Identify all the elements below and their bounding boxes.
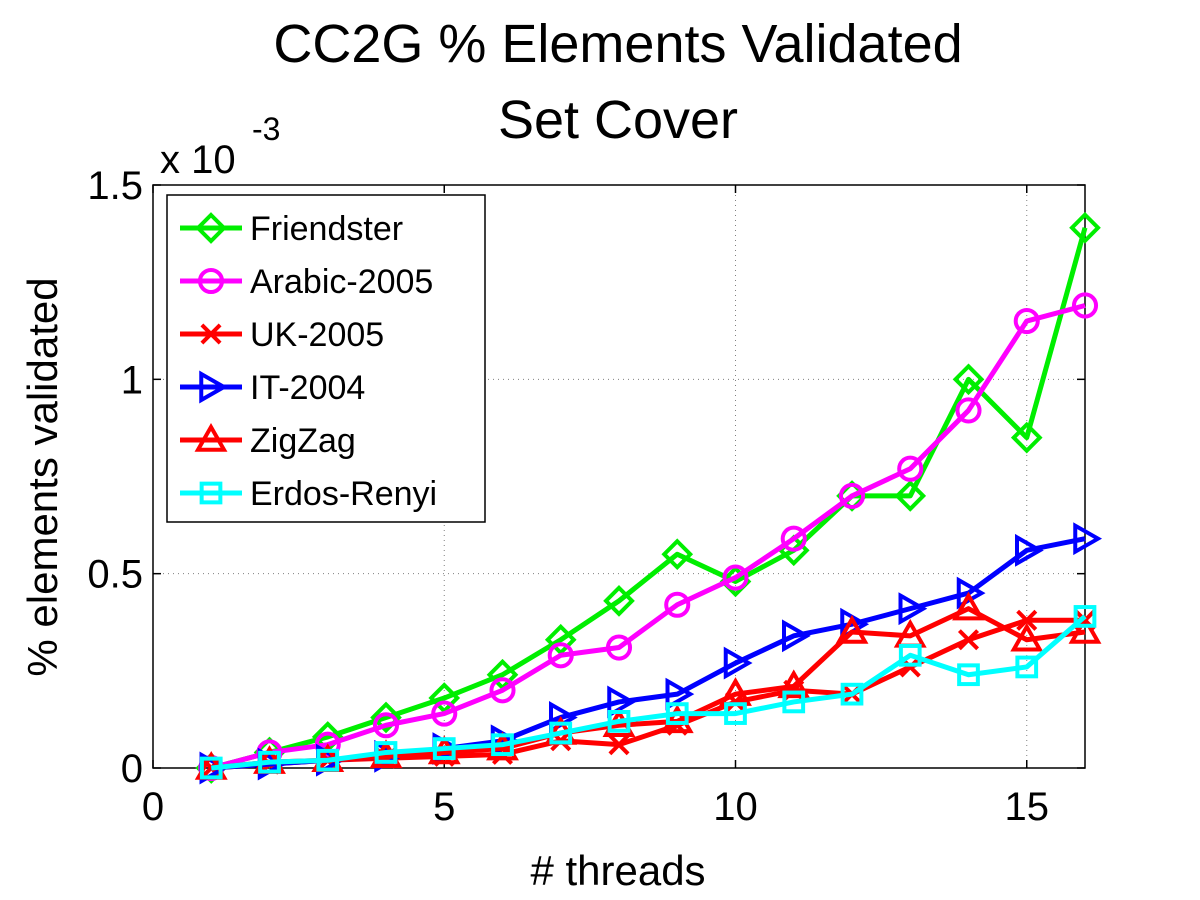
circle-marker <box>489 677 516 704</box>
legend-label: Friendster <box>250 210 403 248</box>
square-marker <box>840 682 864 706</box>
square-marker <box>782 690 806 714</box>
y-tick-label: 1 <box>121 358 143 402</box>
triangle-up-marker <box>660 704 694 734</box>
triangle-right-marker <box>1073 522 1103 556</box>
series-erdos-renyi <box>199 605 1097 780</box>
legend-label: IT-2004 <box>250 369 365 407</box>
diamond-marker <box>370 701 402 734</box>
triangle-up-marker <box>835 614 869 644</box>
square-marker <box>432 737 456 760</box>
square-marker <box>549 721 573 745</box>
triangle-right-marker <box>607 685 637 719</box>
y-axis-label: % elements validated <box>19 277 66 676</box>
triangle-right-marker <box>782 619 811 653</box>
y-tick-label: 0 <box>121 747 143 791</box>
chart-title-line-1: CC2G % Elements Validated <box>273 14 962 74</box>
circle-marker <box>780 525 807 552</box>
legend-label: ZigZag <box>250 422 356 460</box>
series-line <box>211 606 1086 771</box>
square-marker <box>724 702 747 725</box>
triangle-up-marker <box>194 422 228 452</box>
x-tick-label: 15 <box>1005 785 1050 829</box>
y-scale-exponent: -3 <box>252 111 280 147</box>
x-marker <box>957 629 980 651</box>
triangle-up-marker <box>777 669 811 699</box>
circle-marker <box>605 634 633 661</box>
triangle-up-marker <box>1010 622 1044 652</box>
square-marker <box>665 702 689 725</box>
diamond-marker <box>894 480 927 512</box>
circle-marker <box>431 700 458 727</box>
circle-marker <box>547 642 574 669</box>
diamond-marker <box>952 363 985 396</box>
diamond-marker <box>544 623 577 656</box>
legend-box <box>166 194 486 523</box>
square-marker <box>316 748 340 772</box>
triangle-right-marker <box>665 677 695 711</box>
circle-marker <box>1013 307 1040 335</box>
square-marker <box>199 481 223 505</box>
legend-item: UK-2005 <box>180 316 384 354</box>
circle-marker <box>897 455 924 482</box>
x-tick-label: 5 <box>433 785 455 829</box>
triangle-right-marker <box>898 592 928 626</box>
circle-marker <box>1071 292 1099 319</box>
legend-item: ZigZag <box>180 422 356 460</box>
triangle-right-marker <box>199 370 229 404</box>
legend-item: Friendster <box>180 210 403 248</box>
circle-marker <box>372 712 400 739</box>
x-marker <box>200 323 222 345</box>
x-tick-label: 0 <box>142 785 164 829</box>
y-tick-label: 1.5 <box>87 164 143 208</box>
square-marker <box>957 663 980 687</box>
series-line <box>211 617 1085 771</box>
circle-marker <box>955 397 982 424</box>
legend-item: IT-2004 <box>180 369 365 407</box>
plot-area-frame <box>152 184 1086 769</box>
square-marker <box>374 741 398 764</box>
square-marker <box>898 643 922 667</box>
square-marker <box>199 756 223 780</box>
square-marker <box>258 750 281 774</box>
square-marker <box>1073 605 1097 628</box>
series-layer <box>194 211 1103 785</box>
diamond-marker <box>603 585 635 617</box>
legend-label: Arabic-2005 <box>250 263 433 301</box>
y-tick-label: 0.5 <box>87 553 143 597</box>
legend: Friendster Arabic-2005 UK-2005 IT-2004 ZigZa… <box>166 194 486 523</box>
diamond-marker <box>719 565 752 598</box>
axis-ticks: 0 5 10 15 0 0.5 1 1.5 <box>87 164 1085 829</box>
diamond-marker <box>1069 211 1101 244</box>
circle-marker <box>197 267 225 295</box>
triangle-up-marker <box>1068 614 1102 644</box>
diamond-marker <box>661 538 694 571</box>
triangle-right-marker <box>1015 533 1044 567</box>
square-marker <box>1015 655 1039 679</box>
series-line <box>211 614 1087 771</box>
x-tick-label: 10 <box>713 785 758 829</box>
series-arabic-2005 <box>198 292 1099 782</box>
y-scale-base: x 10 <box>160 138 236 182</box>
square-marker <box>491 733 514 757</box>
triangle-right-marker <box>723 646 753 680</box>
series-line <box>210 303 1086 771</box>
circle-marker <box>838 482 866 509</box>
diamond-marker <box>195 212 227 244</box>
x-axis-label: # threads <box>530 847 705 894</box>
x-marker <box>1016 609 1038 631</box>
legend-item: Erdos-Renyi <box>180 475 437 513</box>
legend-label: Erdos-Renyi <box>250 475 437 513</box>
diamond-marker <box>1010 421 1043 454</box>
circle-marker <box>722 564 749 591</box>
circle-marker <box>664 591 691 618</box>
chart-title-line-2: Set Cover <box>498 90 738 150</box>
legend-item: Arabic-2005 <box>180 263 433 301</box>
x-marker <box>608 734 630 756</box>
triangle-up-marker <box>952 591 985 621</box>
legend-label: UK-2005 <box>250 316 384 354</box>
square-marker <box>607 710 631 733</box>
